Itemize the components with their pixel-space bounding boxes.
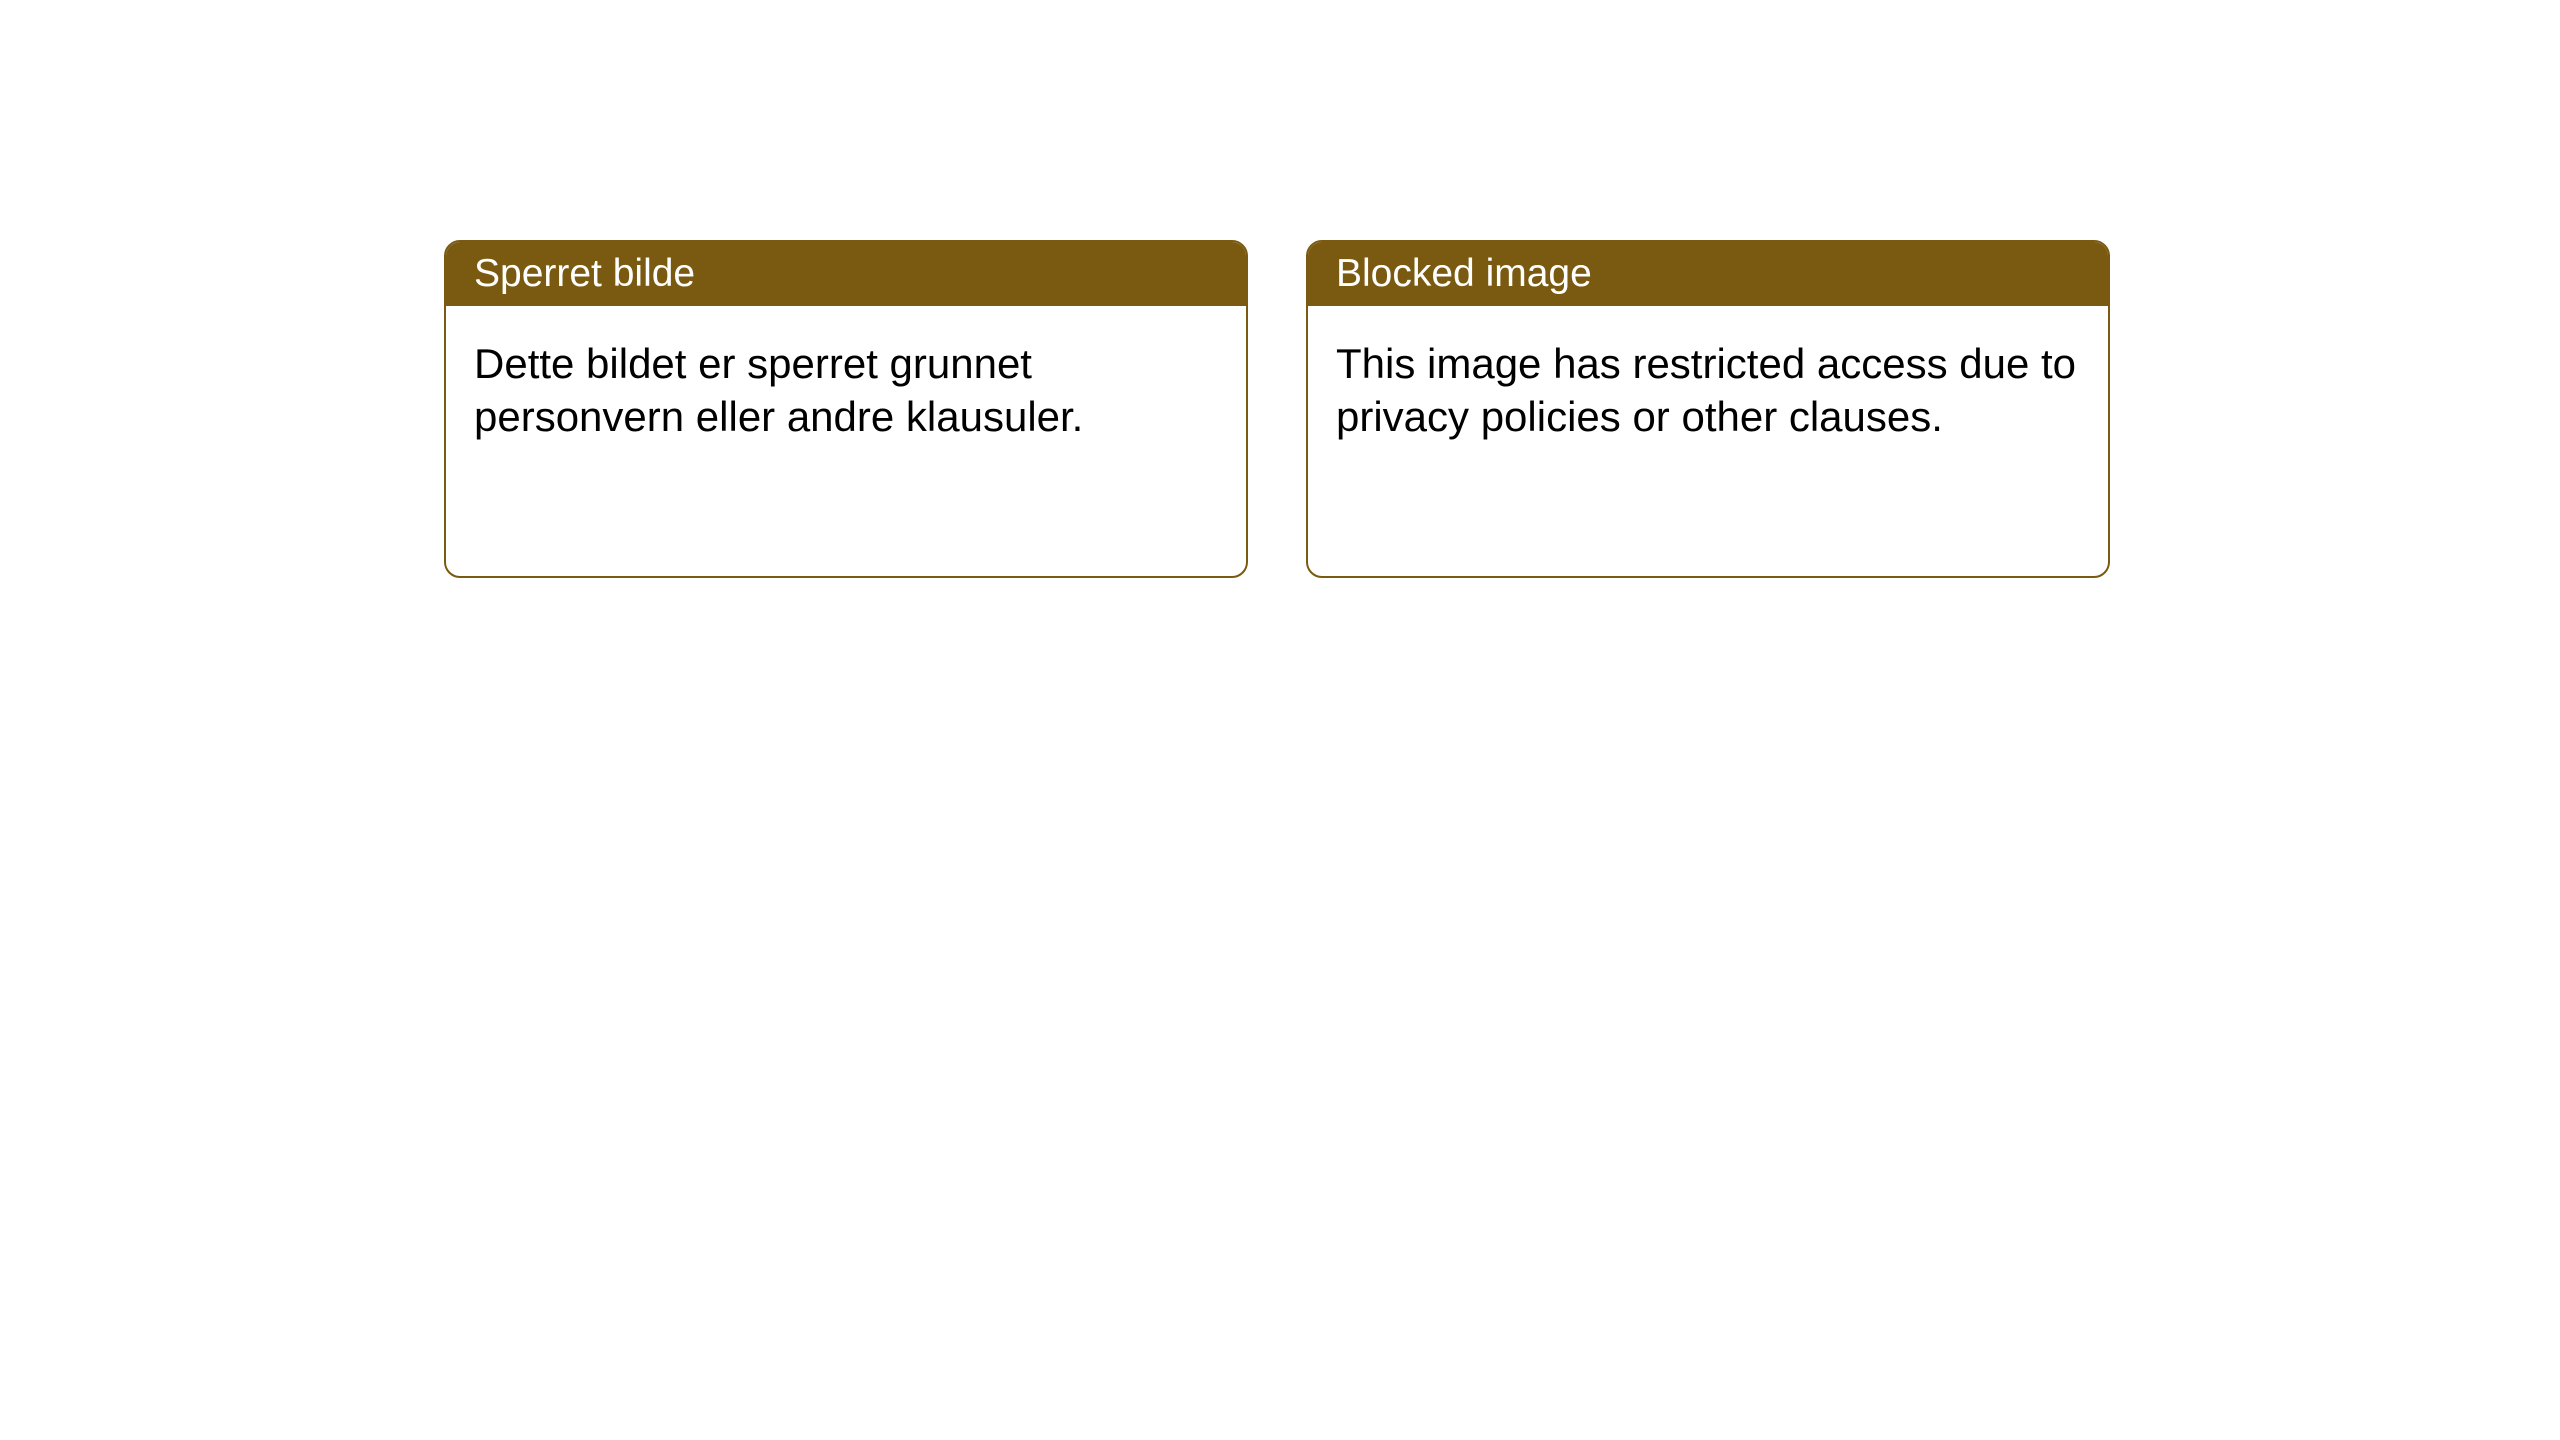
cards-container: Sperret bilde Dette bildet er sperret gr… bbox=[444, 240, 2560, 578]
card-body-text: Dette bildet er sperret grunnet personve… bbox=[474, 340, 1083, 440]
card-header: Blocked image bbox=[1308, 242, 2108, 306]
card-header: Sperret bilde bbox=[446, 242, 1246, 306]
blocked-image-card-en: Blocked image This image has restricted … bbox=[1306, 240, 2110, 578]
blocked-image-card-no: Sperret bilde Dette bildet er sperret gr… bbox=[444, 240, 1248, 578]
card-title: Blocked image bbox=[1336, 252, 1592, 295]
card-body: This image has restricted access due to … bbox=[1308, 306, 2108, 475]
card-body: Dette bildet er sperret grunnet personve… bbox=[446, 306, 1246, 475]
card-title: Sperret bilde bbox=[474, 252, 695, 295]
card-body-text: This image has restricted access due to … bbox=[1336, 340, 2076, 440]
